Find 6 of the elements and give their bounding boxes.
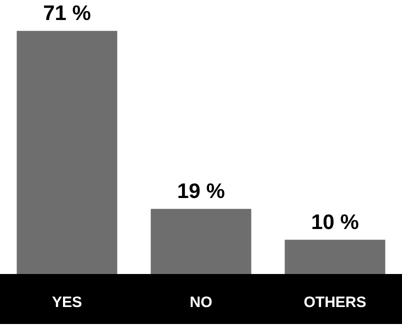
data-label: 10 % [311, 211, 360, 234]
data-label: 71 % [43, 2, 92, 26]
x-tick-label: OTHERS [304, 294, 366, 312]
x-tick-label: NO [190, 294, 213, 312]
data-label: 19 % [177, 180, 226, 204]
x-tick-label: YES [52, 294, 82, 312]
